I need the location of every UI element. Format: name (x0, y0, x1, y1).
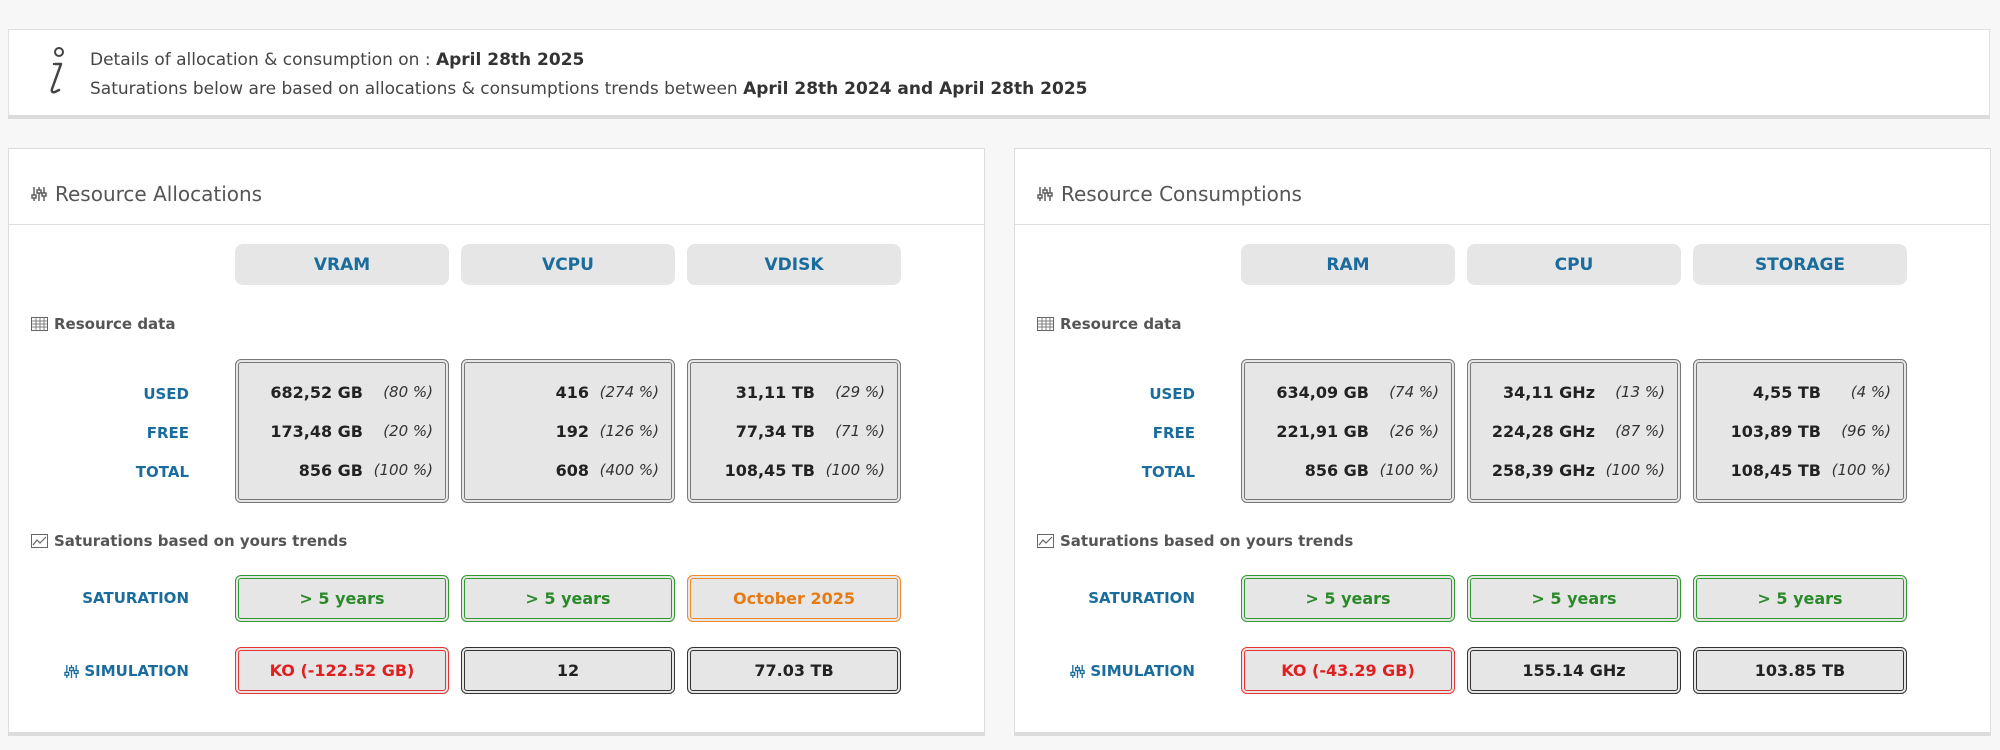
ram-free: 221,91 GB (1276, 422, 1369, 441)
row-label-simulation[interactable]: SIMULATION (1015, 662, 1195, 680)
row-label-simulation[interactable]: SIMULATION (9, 662, 189, 680)
resource-data-heading: Resource data (31, 315, 175, 333)
column-header-vdisk[interactable]: VDISK (687, 244, 901, 285)
vcpu-simulation[interactable]: 12 (461, 647, 675, 694)
storage-simulation[interactable]: 103.85 TB (1693, 647, 1907, 694)
trend-range: April 28th 2024 and April 28th 2025 (743, 79, 1088, 99)
vdisk-saturation: October 2025 (687, 575, 901, 622)
saturations-heading: Saturations based on yours trends (31, 532, 347, 550)
ram-saturation: > 5 years (1241, 575, 1455, 622)
row-label-used: USED (1149, 385, 1195, 403)
vram-free-pct: (20 %) (383, 422, 433, 440)
panel-header: Resource Allocations (9, 149, 984, 225)
ram-simulation[interactable]: KO (-43.29 GB) (1241, 647, 1455, 694)
storage-used: 4,55 TB (1752, 383, 1821, 402)
allocation-date: April 28th 2025 (435, 50, 585, 70)
ram-total: 856 GB (1304, 461, 1369, 480)
vdisk-total-pct: (100 %) (825, 461, 885, 479)
column-header-vcpu[interactable]: VCPU (461, 244, 675, 285)
vcpu-free: 192 (555, 422, 589, 441)
cpu-free-pct: (87 %) (1615, 422, 1665, 440)
vram-saturation: > 5 years (235, 575, 449, 622)
vram-simulation[interactable]: KO (-122.52 GB) (235, 647, 449, 694)
resource-allocations-panel: Resource Allocations VRAM VCPU VDISK Res… (8, 148, 985, 736)
vram-data-box: 682,52 GB (80 %) 173,48 GB (20 %) 856 GB (1… (235, 359, 449, 503)
vdisk-free: 77,34 TB (735, 422, 815, 441)
vram-used-pct: (80 %) (383, 383, 433, 401)
saturations-heading: Saturations based on yours trends (1037, 532, 1353, 550)
row-label-free: FREE (1152, 424, 1195, 442)
vcpu-data-box: 416 (274 %) 192 (126 %) 608 (400 %) (461, 359, 675, 503)
cpu-total: 258,39 GHz (1491, 461, 1595, 480)
vcpu-total-pct: (400 %) (599, 461, 659, 479)
vdisk-free-pct: (71 %) (835, 422, 885, 440)
table-icon (31, 317, 48, 331)
storage-data-box: 4,55 TB (4 %) 103,89 TB (96 %) 108,45 TB (1… (1693, 359, 1907, 503)
storage-total-pct: (100 %) (1831, 461, 1891, 479)
column-header-cpu[interactable]: CPU (1467, 244, 1681, 285)
sliders-icon (64, 664, 80, 678)
chart-icon (1037, 534, 1054, 548)
vdisk-total: 108,45 TB (724, 461, 815, 480)
vcpu-total: 608 (555, 461, 589, 480)
storage-saturation: > 5 years (1693, 575, 1907, 622)
cpu-saturation: > 5 years (1467, 575, 1681, 622)
vram-total-pct: (100 %) (373, 461, 433, 479)
cpu-data-box: 34,11 GHz (13 %) 224,28 GHz (87 %) 258,39 … (1467, 359, 1681, 503)
column-header-vram[interactable]: VRAM (235, 244, 449, 285)
vcpu-used-pct: (274 %) (599, 383, 659, 401)
column-header-storage[interactable]: STORAGE (1693, 244, 1907, 285)
vcpu-saturation: > 5 years (461, 575, 675, 622)
storage-free: 103,89 TB (1730, 422, 1821, 441)
row-label-total: TOTAL (1141, 463, 1195, 481)
vcpu-used: 416 (555, 383, 589, 402)
panel-title: Resource Consumptions (1061, 182, 1302, 206)
info-banner: Details of allocation & consumption on :… (8, 29, 1990, 119)
panel-header: Resource Consumptions (1015, 149, 1990, 225)
vcpu-free-pct: (126 %) (599, 422, 659, 440)
vram-total: 856 GB (298, 461, 363, 480)
trend-range-line: Saturations below are based on allocatio… (90, 79, 1088, 99)
storage-total: 108,45 TB (1730, 461, 1821, 480)
info-icon (50, 47, 64, 94)
row-label-total: TOTAL (135, 463, 189, 481)
cpu-used-pct: (13 %) (1615, 383, 1665, 401)
row-label-free: FREE (146, 424, 189, 442)
allocation-date-line: Details of allocation & consumption on :… (90, 50, 585, 70)
cpu-free: 224,28 GHz (1491, 422, 1595, 441)
sliders-icon (1037, 187, 1053, 201)
row-label-used: USED (143, 385, 189, 403)
resource-consumptions-panel: Resource Consumptions RAM CPU STORAGE Re… (1014, 148, 1991, 736)
vdisk-used: 31,11 TB (735, 383, 815, 402)
sliders-icon (1070, 664, 1086, 678)
vram-free: 173,48 GB (270, 422, 363, 441)
table-icon (1037, 317, 1054, 331)
storage-free-pct: (96 %) (1841, 422, 1891, 440)
ram-data-box: 634,09 GB (74 %) 221,91 GB (26 %) 856 GB (1… (1241, 359, 1455, 503)
ram-total-pct: (100 %) (1379, 461, 1439, 479)
resource-data-heading: Resource data (1037, 315, 1181, 333)
sliders-icon (31, 187, 47, 201)
vdisk-used-pct: (29 %) (835, 383, 885, 401)
row-label-saturation: SATURATION (1088, 589, 1195, 607)
row-label-saturation: SATURATION (82, 589, 189, 607)
ram-used-pct: (74 %) (1389, 383, 1439, 401)
column-header-ram[interactable]: RAM (1241, 244, 1455, 285)
chart-icon (31, 534, 48, 548)
storage-used-pct: (4 %) (1850, 383, 1891, 401)
cpu-total-pct: (100 %) (1605, 461, 1665, 479)
cpu-used: 34,11 GHz (1502, 383, 1595, 402)
panel-title: Resource Allocations (55, 182, 263, 206)
ram-used: 634,09 GB (1276, 383, 1369, 402)
ram-free-pct: (26 %) (1389, 422, 1439, 440)
vram-used: 682,52 GB (270, 383, 363, 402)
vdisk-simulation[interactable]: 77.03 TB (687, 647, 901, 694)
cpu-simulation[interactable]: 155.14 GHz (1467, 647, 1681, 694)
vdisk-data-box: 31,11 TB (29 %) 77,34 TB (71 %) 108,45 TB (… (687, 359, 901, 503)
